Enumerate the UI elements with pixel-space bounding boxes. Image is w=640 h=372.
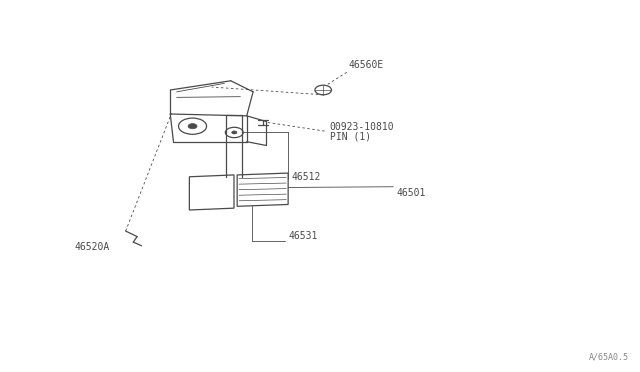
Text: A/65A0.5: A/65A0.5 — [589, 352, 629, 361]
Circle shape — [232, 131, 237, 134]
Text: 46501: 46501 — [396, 188, 426, 198]
Text: PIN (1): PIN (1) — [330, 132, 371, 142]
Text: 00923-10810: 00923-10810 — [330, 122, 394, 132]
Text: 46560E: 46560E — [349, 60, 384, 70]
Circle shape — [188, 124, 197, 129]
Text: 46520A: 46520A — [75, 243, 110, 253]
Text: 46531: 46531 — [288, 231, 317, 241]
Text: 46512: 46512 — [291, 172, 321, 182]
